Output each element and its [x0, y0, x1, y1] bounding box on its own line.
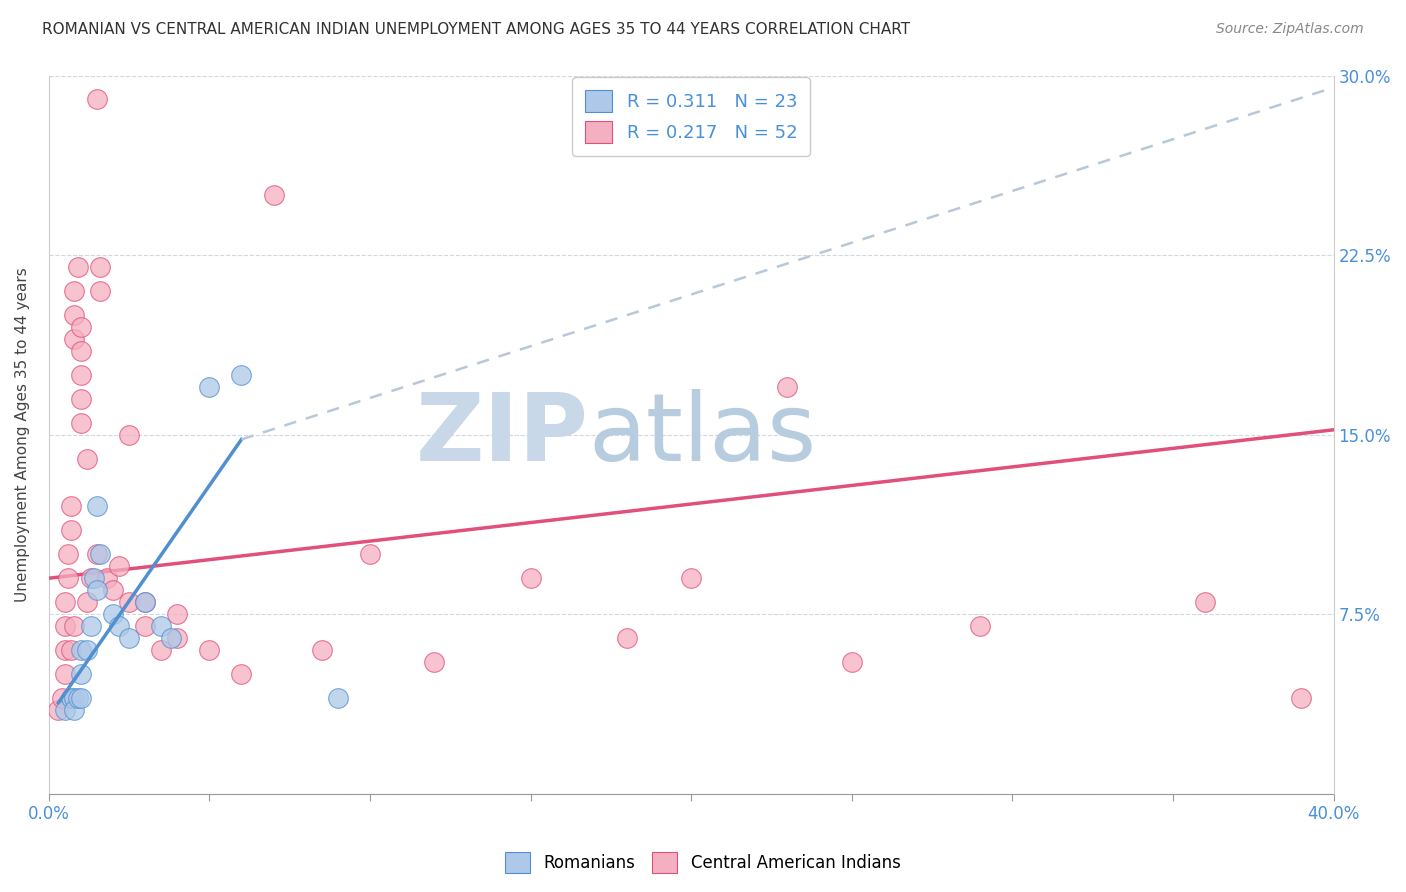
Point: [198, 643, 221, 657]
Point: [969, 619, 991, 633]
Point: [63, 619, 86, 633]
Point: [53, 703, 76, 717]
Point: [89, 547, 111, 561]
Text: Source: ZipAtlas.com: Source: ZipAtlas.com: [1216, 22, 1364, 37]
Point: [63, 284, 86, 298]
Point: [79, 571, 101, 585]
Point: [53, 595, 76, 609]
Point: [1291, 690, 1313, 705]
Point: [96, 571, 118, 585]
Point: [166, 631, 188, 645]
Point: [70, 392, 93, 406]
Point: [198, 380, 221, 394]
Point: [60, 643, 83, 657]
Point: [70, 368, 93, 382]
Point: [66, 260, 89, 274]
Point: [70, 643, 93, 657]
Point: [681, 571, 703, 585]
Point: [108, 559, 131, 574]
Point: [519, 571, 541, 585]
Point: [60, 690, 83, 705]
Point: [70, 416, 93, 430]
Point: [76, 451, 98, 466]
Point: [53, 643, 76, 657]
Point: [134, 595, 156, 609]
Point: [56, 571, 79, 585]
Point: [134, 595, 156, 609]
Point: [63, 332, 86, 346]
Point: [231, 368, 253, 382]
Text: atlas: atlas: [588, 389, 817, 481]
Point: [159, 631, 181, 645]
Point: [134, 619, 156, 633]
Point: [231, 667, 253, 681]
Point: [53, 619, 76, 633]
Point: [56, 547, 79, 561]
Point: [53, 667, 76, 681]
Point: [66, 690, 89, 705]
Point: [70, 319, 93, 334]
Point: [60, 524, 83, 538]
Point: [63, 703, 86, 717]
Point: [311, 643, 333, 657]
Point: [89, 284, 111, 298]
Point: [150, 619, 173, 633]
Point: [70, 343, 93, 358]
Point: [616, 631, 638, 645]
Point: [150, 643, 173, 657]
Point: [118, 595, 141, 609]
Point: [48, 703, 70, 717]
Point: [1194, 595, 1216, 609]
Point: [63, 690, 86, 705]
Point: [70, 690, 93, 705]
Point: [326, 690, 349, 705]
Point: [70, 667, 93, 681]
Point: [60, 500, 83, 514]
Legend: R = 0.311   N = 23, R = 0.217   N = 52: R = 0.311 N = 23, R = 0.217 N = 52: [572, 78, 810, 156]
Point: [83, 571, 105, 585]
Point: [86, 583, 108, 598]
Point: [108, 619, 131, 633]
Text: ROMANIAN VS CENTRAL AMERICAN INDIAN UNEMPLOYMENT AMONG AGES 35 TO 44 YEARS CORRE: ROMANIAN VS CENTRAL AMERICAN INDIAN UNEM…: [42, 22, 910, 37]
Point: [118, 427, 141, 442]
Point: [359, 547, 381, 561]
Point: [86, 500, 108, 514]
Point: [86, 547, 108, 561]
Text: ZIP: ZIP: [416, 389, 588, 481]
Point: [63, 308, 86, 322]
Point: [841, 655, 863, 669]
Legend: Romanians, Central American Indians: Romanians, Central American Indians: [499, 846, 907, 880]
Point: [76, 643, 98, 657]
Point: [76, 595, 98, 609]
Point: [101, 583, 124, 598]
Point: [89, 260, 111, 274]
Point: [776, 380, 799, 394]
Point: [166, 607, 188, 621]
Y-axis label: Unemployment Among Ages 35 to 44 years: Unemployment Among Ages 35 to 44 years: [15, 268, 30, 602]
Point: [86, 93, 108, 107]
Point: [423, 655, 446, 669]
Point: [51, 690, 73, 705]
Point: [79, 619, 101, 633]
Point: [118, 631, 141, 645]
Point: [101, 607, 124, 621]
Point: [263, 188, 285, 202]
